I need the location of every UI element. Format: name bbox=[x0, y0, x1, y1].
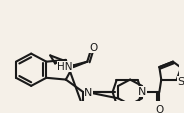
Text: O: O bbox=[89, 43, 97, 53]
Text: N: N bbox=[84, 87, 93, 97]
Text: S: S bbox=[177, 77, 184, 87]
Text: HN: HN bbox=[57, 62, 73, 72]
Text: N: N bbox=[138, 86, 146, 96]
Text: O: O bbox=[155, 104, 163, 113]
